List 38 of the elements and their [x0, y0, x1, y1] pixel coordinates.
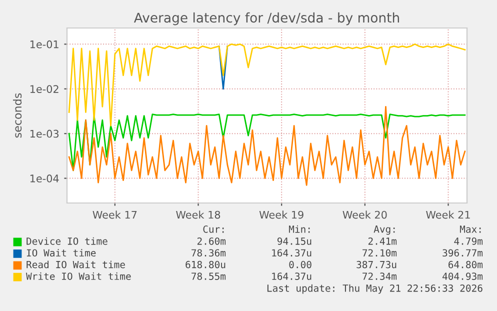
line-series	[68, 106, 466, 186]
text: 164.37u	[272, 272, 312, 280]
text: 4.79m	[454, 237, 483, 245]
x-tick-label: Week 20	[342, 210, 387, 219]
text: 2.60m	[197, 237, 226, 245]
x-tick-label: Week 18	[176, 210, 220, 219]
legend-label: Write IO Wait time	[26, 272, 131, 280]
text: 404.93m	[442, 272, 483, 280]
text: 78.36m	[192, 249, 226, 257]
text: 387.73u	[356, 260, 396, 268]
text: Last update: Thu May 21 22:56:33 2026	[267, 284, 482, 294]
x-tick-label: Week 21	[426, 210, 470, 219]
legend-label: IO Wait time	[26, 249, 96, 257]
text: 72.34m	[362, 272, 397, 280]
text: Max:	[460, 226, 481, 233]
y-tick-label: 1e-02	[30, 85, 58, 93]
x-tick-label: Week 17	[92, 210, 137, 219]
legend-label: Read IO Wait time	[26, 260, 125, 268]
text: 2.41m	[368, 237, 397, 245]
text: 396.77m	[442, 249, 483, 257]
text: Min:	[288, 225, 310, 233]
text: 94.15u	[277, 237, 312, 245]
text: 64.80m	[448, 260, 483, 268]
text: Cur:	[203, 225, 224, 233]
text: 78.55m	[192, 272, 226, 280]
x-tick-label: Week 19	[259, 210, 304, 219]
y-tick-label: 1e-04	[30, 174, 59, 182]
text: Avg:	[374, 226, 395, 235]
line-series	[68, 43, 466, 126]
text: 72.10m	[362, 249, 397, 257]
text: 618.80u	[186, 260, 226, 268]
text: 164.37u	[272, 249, 312, 257]
y-tick-label: 1e-03	[30, 130, 59, 138]
y-tick-label: 1e-01	[30, 40, 58, 48]
chart-title: Average latency for /dev/sda - by month	[134, 12, 400, 26]
text: 0.00	[289, 260, 312, 268]
y-axis-title: seconds	[13, 93, 22, 138]
legend-label: Device IO time	[26, 237, 108, 245]
